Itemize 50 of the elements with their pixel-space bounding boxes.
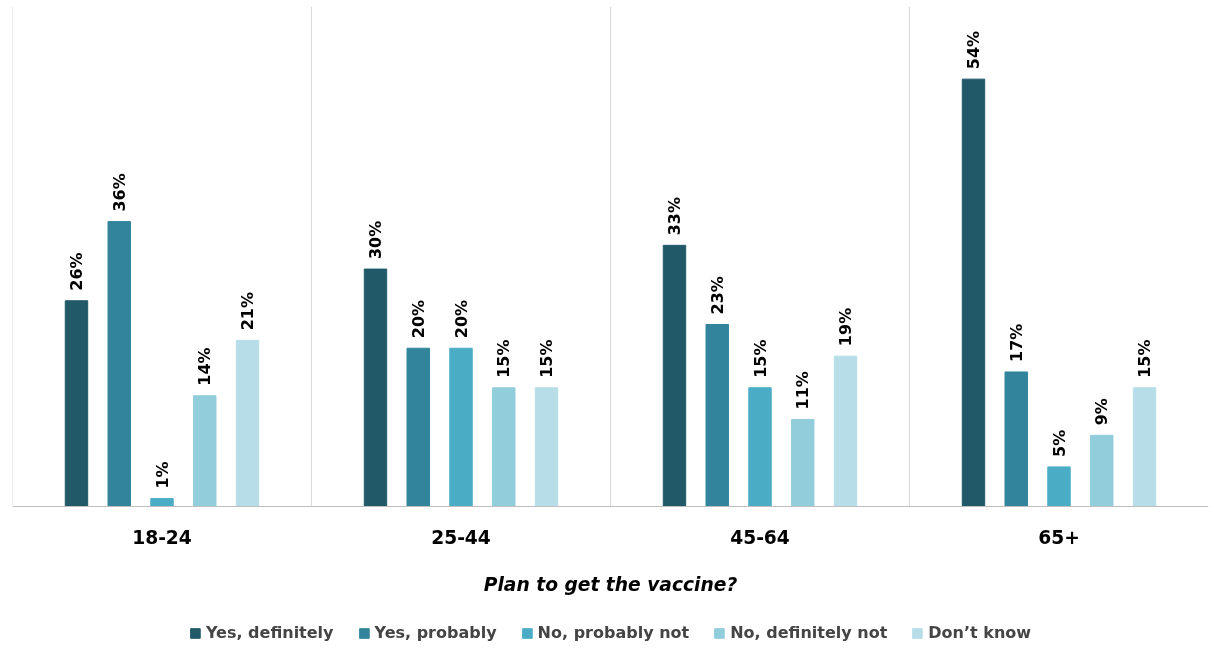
data-label: 33% [664, 197, 684, 236]
data-label: 30% [365, 220, 385, 260]
bar [492, 387, 516, 507]
data-label: 15% [494, 339, 514, 378]
data-label: 20% [408, 299, 428, 339]
bar [363, 268, 388, 507]
data-label: 5% [1049, 429, 1069, 457]
bar [791, 418, 815, 507]
bar [64, 300, 89, 507]
bar [705, 323, 729, 507]
data-label: 23% [707, 276, 727, 315]
legend-label: No, probably not [537, 623, 690, 642]
legend-label: Yes, definitely [205, 623, 334, 642]
bar [1132, 387, 1157, 507]
data-label: 15% [1135, 339, 1155, 378]
data-label: 54% [963, 30, 983, 70]
bar [107, 221, 131, 507]
legend-label: No, definitely not [730, 623, 888, 642]
data-label: 21% [238, 292, 258, 331]
data-label: 20% [451, 299, 471, 339]
data-label: 36% [109, 173, 129, 212]
bar [1090, 434, 1114, 507]
x-tick-label: 25-44 [431, 526, 491, 548]
bar [662, 244, 687, 507]
bar [748, 387, 772, 507]
legend-label: Don’t know [928, 623, 1032, 642]
data-label: 9% [1092, 398, 1112, 426]
x-axis-title: Plan to get the vaccine? [483, 574, 738, 595]
bar [833, 355, 858, 507]
x-tick-label: 45-64 [730, 526, 790, 548]
x-tick-label: 65+ [1038, 526, 1080, 548]
bar [449, 347, 473, 507]
data-label: 14% [195, 347, 215, 386]
data-label: 15% [537, 339, 557, 378]
bar [1047, 466, 1071, 507]
bar [534, 387, 559, 507]
data-label: 11% [793, 371, 813, 410]
data-label: 17% [1006, 323, 1026, 362]
bar [961, 78, 986, 507]
bar [150, 498, 174, 507]
bar [1004, 371, 1028, 507]
data-label: 19% [836, 307, 856, 347]
legend-label: Yes, probably [374, 623, 497, 642]
data-label: 1% [152, 461, 172, 489]
bar [193, 395, 217, 507]
bar [406, 347, 430, 507]
data-label: 26% [66, 252, 86, 291]
x-tick-label: 18-24 [132, 526, 192, 548]
bar [235, 339, 260, 507]
data-label: 15% [750, 339, 770, 378]
